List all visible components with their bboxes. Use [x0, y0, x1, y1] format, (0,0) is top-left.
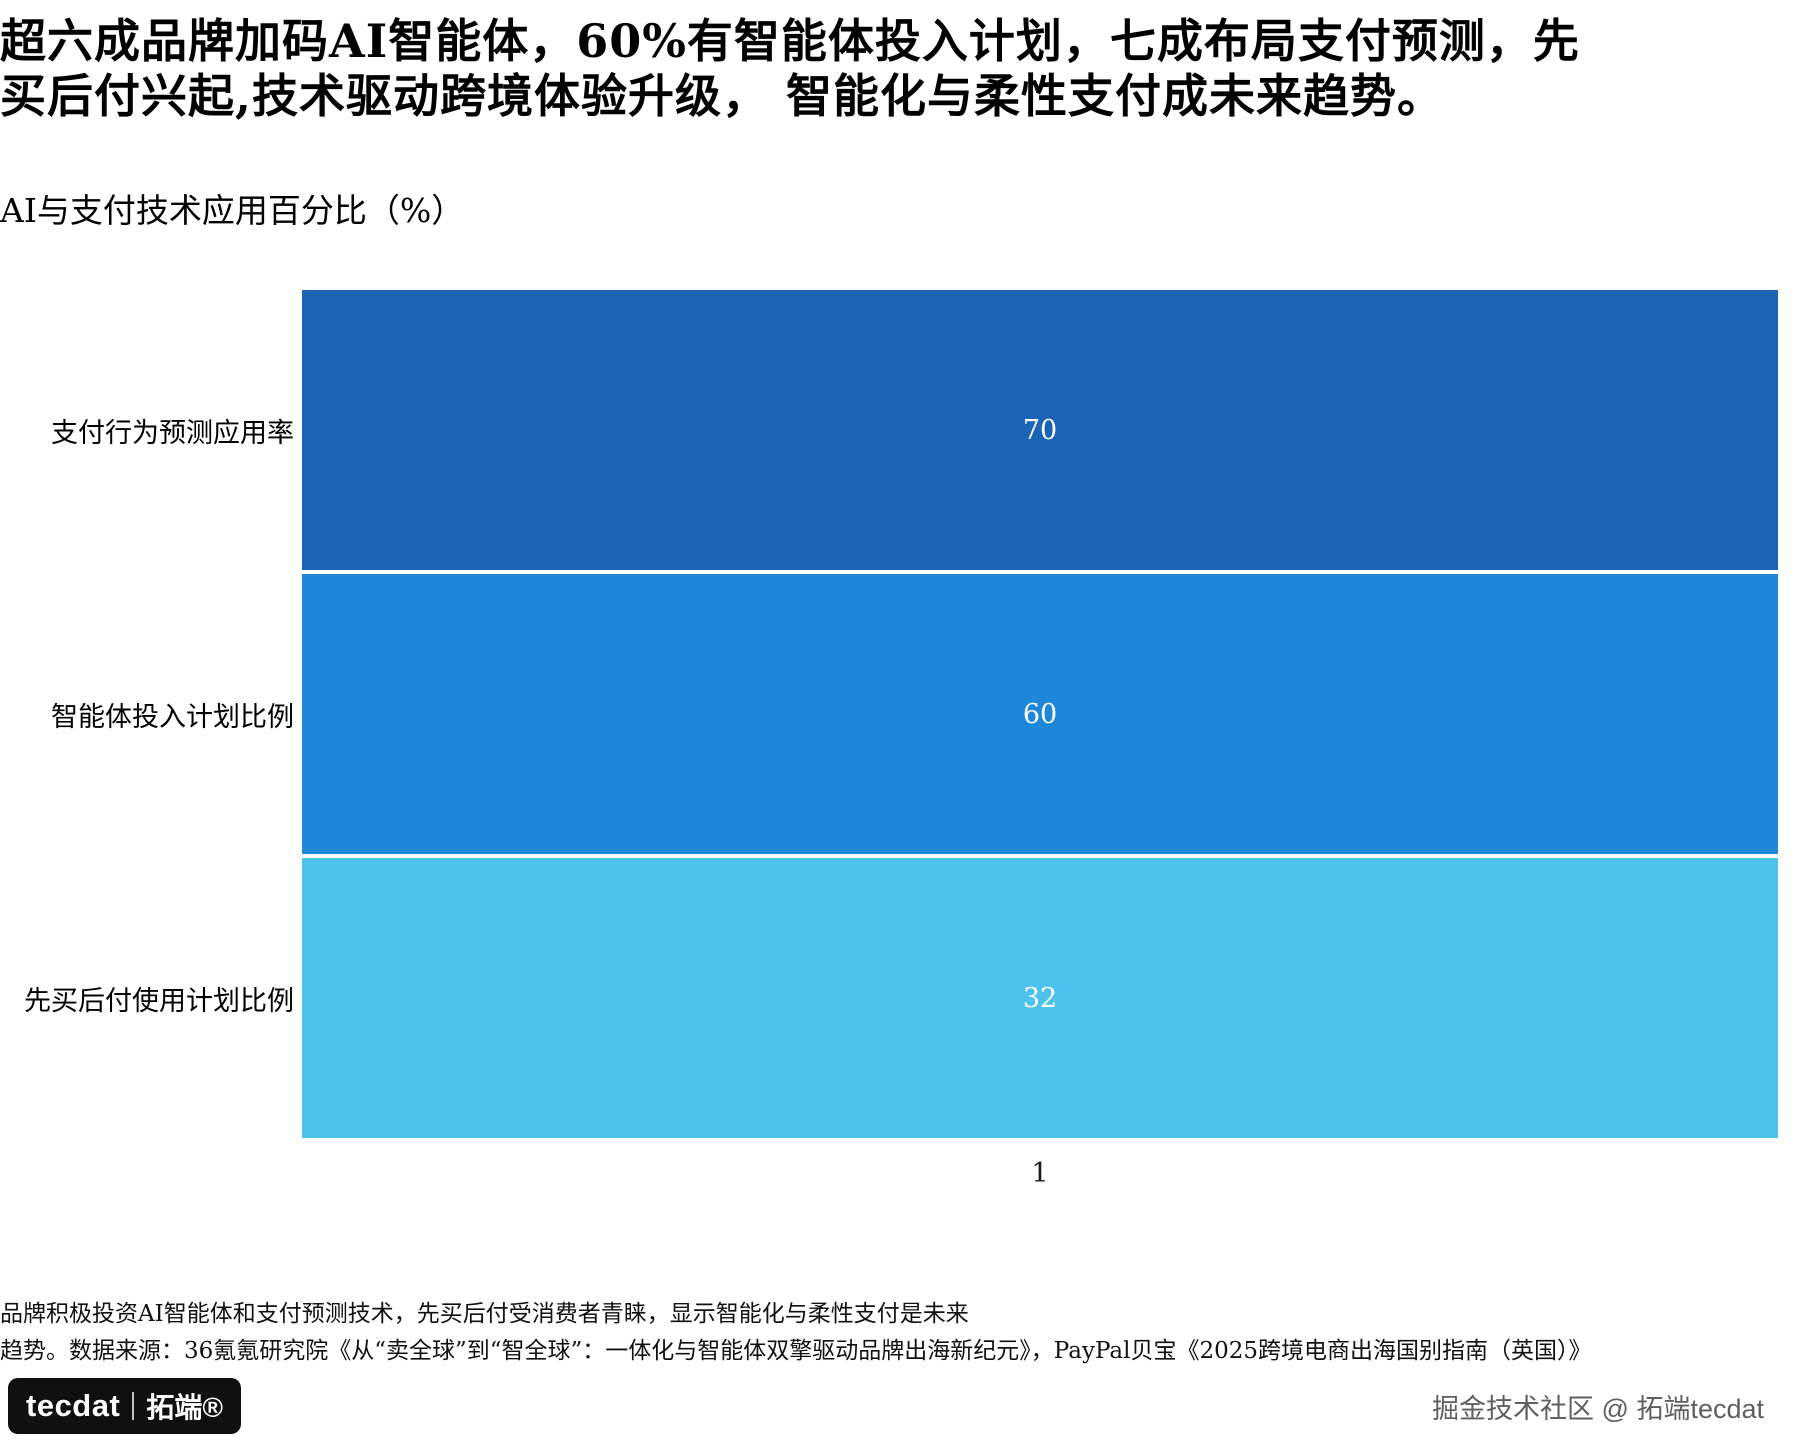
category-label: 先买后付使用计划比例: [24, 985, 294, 1017]
page-title-line-2: 买后付兴起,技术驱动跨境体验升级， 智能化与柔性支付成未来趋势。: [0, 69, 1445, 124]
tecdat-logo-text: tecdat: [26, 1388, 121, 1423]
category-label: 支付行为预测应用率: [51, 417, 294, 449]
bottom-bar: tecdat 拓端® 掘金技术社区 @ 拓端tecdat: [8, 1378, 1764, 1434]
footer-note-line-2: 趋势。数据来源：36氪氪研究院《从“卖全球”到“智全球”：一体化与智能体双擎驱动…: [0, 1338, 1592, 1365]
footer-notes: 品牌积极投资AI智能体和支付预测技术，先买后付受消费者青睐，显示智能化与柔性支付…: [0, 1296, 1800, 1370]
bar-row-agent-investment: 智能体投入计划比例 60: [0, 574, 1800, 855]
page-title: 超六成品牌加码AI智能体，60%有智能体投入计划，七成布局支付预测，先 买后付兴…: [0, 0, 1800, 124]
category-label: 智能体投入计划比例: [51, 701, 294, 733]
footer-note-line-1: 品牌积极投资AI智能体和支付预测技术，先买后付受消费者青睐，显示智能化与柔性支付…: [0, 1301, 969, 1328]
community-credit: 掘金技术社区 @ 拓端tecdat: [1432, 1393, 1764, 1424]
bar-agent-investment: 60: [302, 574, 1778, 855]
bar-value-label: 32: [1022, 982, 1058, 1014]
x-axis: 1: [0, 1142, 1800, 1204]
tecdat-logo: tecdat 拓端®: [8, 1378, 241, 1434]
x-axis-spacer: [0, 1142, 302, 1204]
x-axis-area: 1: [302, 1142, 1778, 1204]
bar-row-bnpl: 先买后付使用计划比例 32: [0, 858, 1800, 1139]
bar-value-label: 70: [1022, 414, 1058, 446]
page-title-line-1: 超六成品牌加码AI智能体，60%有智能体投入计划，七成布局支付预测，先: [0, 14, 1580, 68]
x-axis-tick: 1: [1031, 1157, 1049, 1189]
bar-chart: 支付行为预测应用率 70 智能体投入计划比例 60 先买后付使用计划比例 32 …: [0, 290, 1800, 1204]
bar-value-label: 60: [1022, 698, 1058, 730]
bar-row-payment-prediction: 支付行为预测应用率 70: [0, 290, 1800, 571]
bar-payment-prediction: 70: [302, 290, 1778, 571]
tecdat-logo-cn: 拓端®: [146, 1392, 223, 1423]
logo-divider: [132, 1392, 135, 1420]
chart-title: AI与支付技术应用百分比（%）: [0, 191, 465, 231]
bar-bnpl: 32: [302, 858, 1778, 1139]
